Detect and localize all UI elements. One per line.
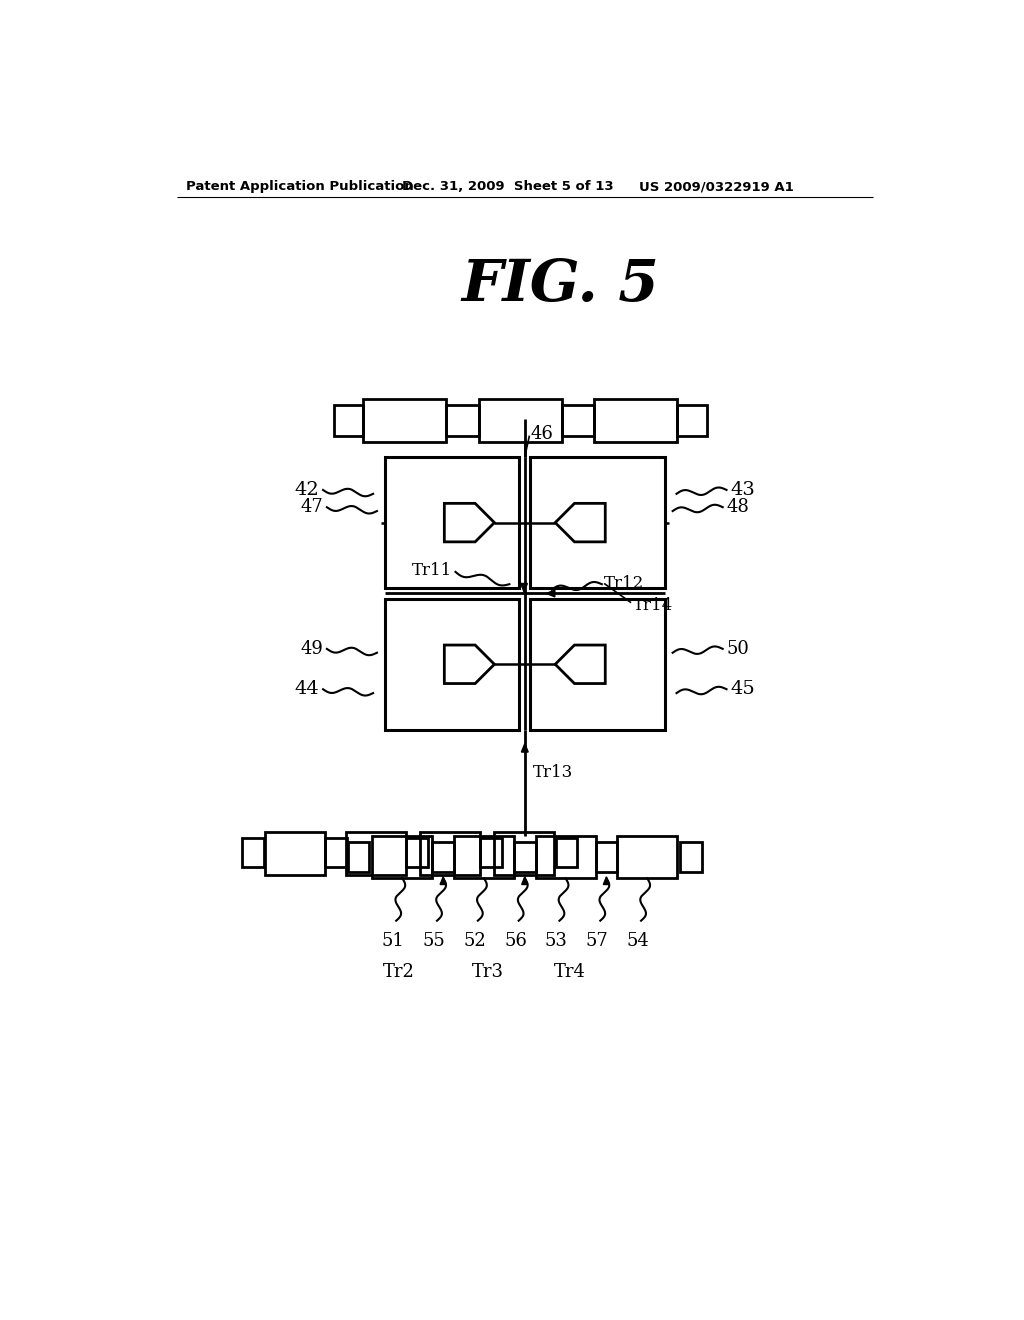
Polygon shape [521,743,528,752]
Bar [530,457,665,589]
Bar [385,457,519,589]
Bar [446,405,478,436]
Text: Tr3: Tr3 [472,964,504,981]
Bar [677,405,707,436]
Bar [243,838,264,867]
Bar [680,842,701,873]
Text: 45: 45 [730,680,755,698]
Text: 50: 50 [727,640,750,657]
Polygon shape [547,590,555,597]
Text: 54: 54 [627,932,649,950]
Bar [530,599,665,730]
Bar [556,838,578,867]
Bar [385,599,519,730]
Text: 44: 44 [295,680,319,698]
Bar [478,399,562,442]
Bar [480,838,502,867]
Text: Tr4: Tr4 [554,964,586,981]
Bar [536,836,596,878]
Text: FIG. 5: FIG. 5 [462,257,659,314]
Bar [454,836,514,878]
Polygon shape [521,876,528,884]
Text: Tr2: Tr2 [383,964,415,981]
Bar [594,399,677,442]
Bar [348,842,370,873]
Bar [562,405,594,436]
Text: 56: 56 [504,932,527,950]
Text: Tr14: Tr14 [633,597,673,614]
Text: 55: 55 [423,932,445,950]
Bar [265,832,326,875]
Text: Tr12: Tr12 [604,576,644,591]
Bar [346,832,407,875]
Bar [596,842,617,873]
Polygon shape [440,876,446,884]
Polygon shape [520,583,527,591]
Bar [514,842,536,873]
Bar [373,836,432,878]
Text: 51: 51 [382,932,404,950]
Bar [432,842,454,873]
Bar [617,836,677,878]
Bar [326,838,347,867]
Polygon shape [603,876,609,884]
Text: 48: 48 [727,498,750,516]
Text: 49: 49 [300,640,323,657]
Text: 52: 52 [464,932,486,950]
Bar [494,832,554,875]
Bar [420,832,480,875]
Text: 42: 42 [295,480,319,499]
Text: Tr13: Tr13 [532,763,572,780]
Text: Tr11: Tr11 [412,562,452,579]
Text: Patent Application Publication: Patent Application Publication [186,181,414,194]
Text: US 2009/0322919 A1: US 2009/0322919 A1 [639,181,794,194]
Bar [407,838,428,867]
Text: Dec. 31, 2009  Sheet 5 of 13: Dec. 31, 2009 Sheet 5 of 13 [401,181,613,194]
Text: 53: 53 [545,932,567,950]
Text: 46: 46 [531,425,554,444]
Bar [334,405,364,436]
Text: 57: 57 [586,932,608,950]
Bar [364,399,446,442]
Text: 47: 47 [300,498,323,516]
Text: 43: 43 [730,480,756,499]
